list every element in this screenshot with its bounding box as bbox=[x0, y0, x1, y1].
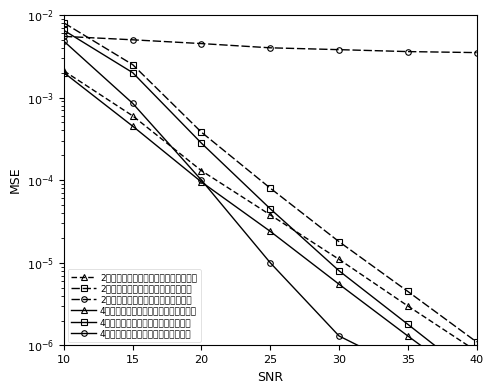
2中继系统基于循环正交序列的估计误差 bbox=[61, 69, 67, 73]
2中继系统基于循环正交序列的估计误差 bbox=[405, 304, 411, 309]
2中继系统基于循环正交序列的估计误差 bbox=[130, 114, 136, 118]
2中继系统时分复用法的信道估计误差 bbox=[267, 186, 273, 191]
Line: 2中继系统频分复用法的信道估计误差: 2中继系统频分复用法的信道估计误差 bbox=[61, 34, 479, 55]
Y-axis label: MSE: MSE bbox=[8, 167, 21, 194]
Line: 4中继系统基于循环正交序列的估计误差: 4中继系统基于循环正交序列的估计误差 bbox=[61, 70, 479, 389]
4中继系统时分复用法的信道估计误差 bbox=[474, 376, 480, 381]
4中继系统基于循环正交序列的估计误差 bbox=[130, 124, 136, 129]
4中继系统时分复用法的信道估计误差 bbox=[267, 207, 273, 211]
2中继系统频分复用法的信道估计误差 bbox=[199, 41, 205, 46]
4中继系统频分复用法的信道估计误差 bbox=[336, 334, 342, 338]
4中继系统时分复用法的信道估计误差 bbox=[336, 269, 342, 273]
2中继系统基于循环正交序列的估计误差 bbox=[336, 257, 342, 262]
2中继系统频分复用法的信道估计误差 bbox=[336, 47, 342, 52]
4中继系统基于循环正交序列的估计误差 bbox=[474, 384, 480, 388]
4中继系统时分复用法的信道估计误差 bbox=[405, 322, 411, 327]
Line: 4中继系统频分复用法的信道估计误差: 4中继系统频分复用法的信道估计误差 bbox=[61, 38, 479, 381]
2中继系统频分复用法的信道估计误差 bbox=[405, 49, 411, 54]
4中继系统频分复用法的信道估计误差 bbox=[199, 178, 205, 183]
Line: 2中继系统时分复用法的信道估计误差: 2中继系统时分复用法的信道估计误差 bbox=[61, 20, 479, 345]
2中继系统时分复用法的信道估计误差 bbox=[130, 62, 136, 67]
4中继系统频分复用法的信道估计误差 bbox=[405, 368, 411, 373]
Legend: 2中继系统基于循环正交序列的估计误差, 2中继系统时分复用法的信道估计误差, 2中继系统频分复用法的信道估计误差, 4中继系统基于循环正交序列的估计误差, 4中: 2中继系统基于循环正交序列的估计误差, 2中继系统时分复用法的信道估计误差, 2… bbox=[67, 269, 201, 342]
2中继系统时分复用法的信道估计误差 bbox=[336, 240, 342, 244]
2中继系统频分复用法的信道估计误差 bbox=[474, 50, 480, 55]
4中继系统频分复用法的信道估计误差 bbox=[130, 101, 136, 106]
2中继系统基于循环正交序列的估计误差 bbox=[474, 349, 480, 354]
4中继系统时分复用法的信道估计误差 bbox=[130, 70, 136, 75]
2中继系统时分复用法的信道估计误差 bbox=[199, 130, 205, 134]
4中继系统频分复用法的信道估计误差 bbox=[267, 260, 273, 265]
2中继系统频分复用法的信道估计误差 bbox=[130, 38, 136, 42]
2中继系统基于循环正交序列的估计误差 bbox=[199, 169, 205, 173]
Line: 2中继系统基于循环正交序列的估计误差: 2中继系统基于循环正交序列的估计误差 bbox=[61, 68, 479, 354]
2中继系统基于循环正交序列的估计误差 bbox=[267, 212, 273, 217]
4中继系统基于循环正交序列的估计误差 bbox=[267, 229, 273, 234]
4中继系统基于循环正交序列的估计误差 bbox=[336, 282, 342, 287]
X-axis label: SNR: SNR bbox=[257, 371, 283, 384]
2中继系统时分复用法的信道估计误差 bbox=[474, 339, 480, 344]
2中继系统频分复用法的信道估计误差 bbox=[61, 34, 67, 39]
4中继系统基于循环正交序列的估计误差 bbox=[405, 334, 411, 338]
2中继系统频分复用法的信道估计误差 bbox=[267, 45, 273, 50]
4中继系统基于循环正交序列的估计误差 bbox=[61, 70, 67, 75]
4中继系统频分复用法的信道估计误差 bbox=[474, 376, 480, 381]
4中继系统时分复用法的信道估计误差 bbox=[199, 141, 205, 145]
2中继系统时分复用法的信道估计误差 bbox=[61, 21, 67, 25]
Line: 4中继系统时分复用法的信道估计误差: 4中继系统时分复用法的信道估计误差 bbox=[61, 27, 479, 381]
2中继系统时分复用法的信道估计误差 bbox=[405, 289, 411, 294]
4中继系统时分复用法的信道估计误差 bbox=[61, 28, 67, 33]
4中继系统频分复用法的信道估计误差 bbox=[61, 39, 67, 44]
4中继系统基于循环正交序列的估计误差 bbox=[199, 180, 205, 184]
